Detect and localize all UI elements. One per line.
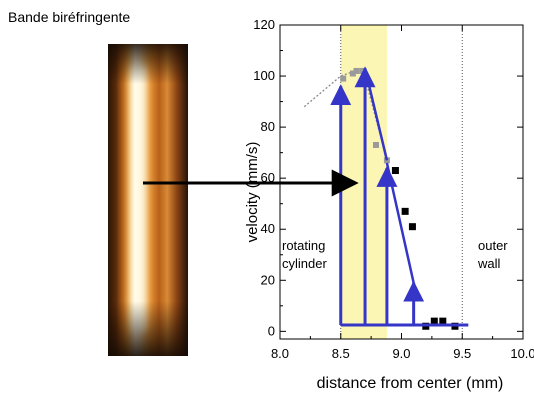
- y-tick-label-4: 80: [261, 119, 275, 134]
- y-tick-label-5: 100: [253, 68, 275, 83]
- y-axis-label: velocity (mm/s): [244, 142, 261, 243]
- y-tick-label-3: 60: [261, 170, 275, 185]
- blue-profile-line-0: [363, 68, 389, 161]
- photo-caption: Bande biréfringente: [8, 9, 131, 25]
- region-label-inner-1: rotating: [282, 238, 325, 253]
- photo-shade-top: [108, 44, 188, 84]
- y-tick-label-1: 20: [261, 272, 275, 287]
- black-data-point-0: [391, 167, 399, 175]
- photo-shade-bottom: [108, 301, 188, 356]
- grey-data-point-1: [349, 70, 356, 77]
- y-tick-label-0: 0: [268, 323, 275, 338]
- birefringent-band-photo: [108, 44, 188, 356]
- x-tick-label-1: 8.5: [332, 346, 350, 361]
- x-axis-label: distance from center (mm): [317, 375, 504, 392]
- grey-data-point-0: [340, 75, 347, 82]
- y-tick-label-6: 120: [253, 17, 275, 32]
- black-data-point-5: [439, 317, 447, 325]
- x-tick-label-0: 8.0: [271, 346, 289, 361]
- photo-glow: [132, 64, 146, 334]
- grey-data-point-2: [353, 67, 360, 74]
- black-data-point-4: [430, 317, 438, 325]
- region-label-outer-1: outer: [478, 238, 508, 253]
- black-data-point-1: [401, 207, 409, 215]
- x-tick-label-4: 10.0: [510, 346, 534, 361]
- black-data-point-2: [408, 223, 416, 231]
- region-label-inner-2: cylinder: [282, 256, 327, 271]
- blue-profile-line-1: [385, 162, 415, 284]
- region-label-outer-2: wall: [477, 256, 501, 271]
- grey-data-point-4: [372, 141, 379, 148]
- x-tick-label-2: 9.0: [392, 346, 410, 361]
- x-tick-label-3: 9.5: [453, 346, 471, 361]
- y-tick-label-2: 40: [261, 221, 275, 236]
